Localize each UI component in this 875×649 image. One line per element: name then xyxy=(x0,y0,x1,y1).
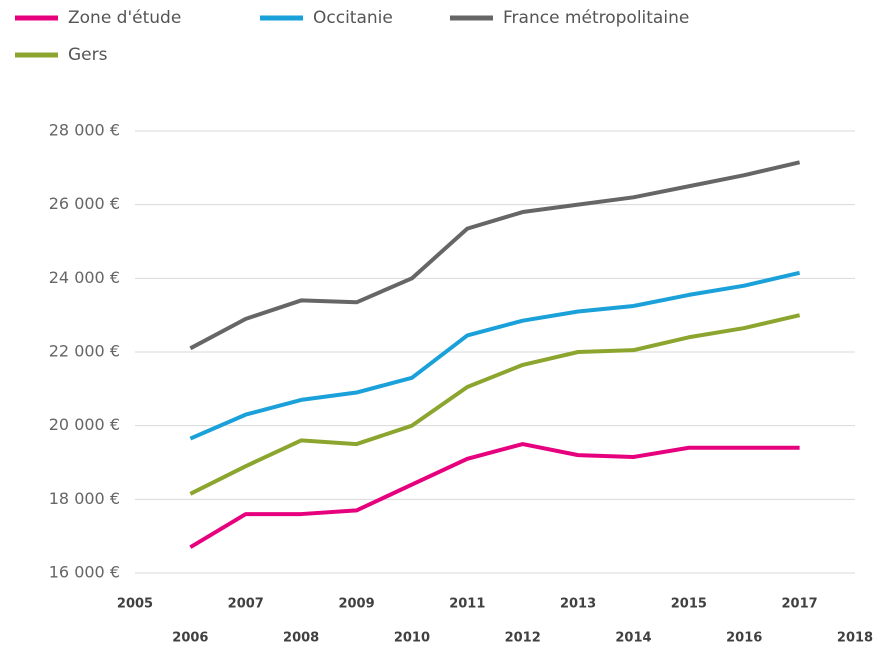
x-tick-label: 2009 xyxy=(338,597,374,612)
series-line xyxy=(189,160,801,351)
y-tick-label: 16 000 € xyxy=(49,563,120,582)
series-line xyxy=(189,270,801,441)
x-tick-label: 2013 xyxy=(560,597,596,612)
y-tick-label: 22 000 € xyxy=(49,342,120,361)
x-tick-label: 2018 xyxy=(837,631,873,646)
x-tick-label: 2005 xyxy=(117,597,153,612)
y-tick-label: 26 000 € xyxy=(49,194,120,213)
x-tick-label: 2010 xyxy=(394,631,430,646)
x-tick-label: 2017 xyxy=(782,597,818,612)
legend-label: Zone d'étude xyxy=(68,8,181,28)
y-tick-label: 20 000 € xyxy=(49,415,120,434)
y-tick-label: 28 000 € xyxy=(49,121,120,140)
legend-label: France métropolitaine xyxy=(503,8,689,28)
legend-label: Occitanie xyxy=(313,8,393,28)
x-tick-label: 2011 xyxy=(449,597,485,612)
legend-label: Gers xyxy=(68,45,108,65)
x-tick-label: 2008 xyxy=(283,631,319,646)
y-tick-label: 18 000 € xyxy=(49,489,120,508)
x-tick-label: 2015 xyxy=(671,597,707,612)
x-tick-label: 2016 xyxy=(726,631,762,646)
y-tick-label: 24 000 € xyxy=(49,268,120,287)
series-line xyxy=(189,442,800,549)
x-tick-label: 2007 xyxy=(228,597,264,612)
series-line xyxy=(189,313,801,496)
x-tick-label: 2014 xyxy=(615,631,651,646)
x-tick-label: 2006 xyxy=(172,631,208,646)
x-tick-label: 2012 xyxy=(505,631,541,646)
